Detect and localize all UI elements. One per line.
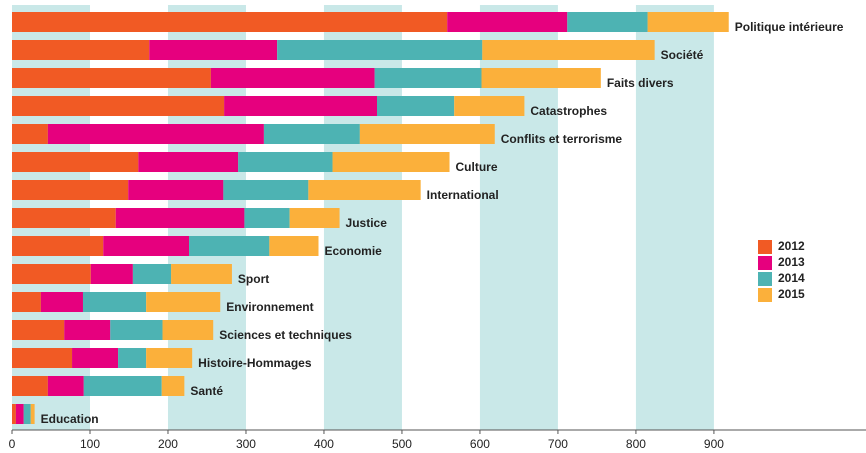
bar-segment (128, 180, 224, 200)
bar-segment (82, 292, 147, 312)
bar-segment (12, 404, 16, 424)
bar-segment (115, 208, 245, 228)
bar-segment (359, 124, 495, 144)
bar-segment (12, 320, 65, 340)
bar-segment (12, 376, 48, 396)
bar-segment (40, 292, 83, 312)
bar-segment (647, 12, 729, 32)
bar-segment (103, 236, 190, 256)
bar-segment (12, 68, 211, 88)
bar-segment (47, 376, 84, 396)
bar-segment (263, 124, 360, 144)
x-tick-label: 100 (80, 437, 100, 451)
legend-label: 2014 (778, 271, 805, 285)
bar-segment (12, 236, 104, 256)
bar-segment (30, 404, 35, 424)
x-tick-label: 300 (236, 437, 256, 451)
bar-segment (269, 236, 319, 256)
category-label: Politique intérieure (735, 20, 844, 34)
legend-label: 2012 (778, 239, 805, 253)
bar-segment (238, 152, 333, 172)
category-label: Catastrophes (530, 104, 607, 118)
x-tick-label: 0 (9, 437, 16, 451)
bar-segment (162, 320, 214, 340)
bar-segment (332, 152, 450, 172)
bar-segment (374, 68, 482, 88)
bar-segment (47, 124, 264, 144)
bar-segment (23, 404, 31, 424)
bar-segment (12, 40, 150, 60)
category-label: International (427, 188, 499, 202)
bar-segment (223, 180, 309, 200)
bar-segment (277, 40, 483, 60)
bar-segment (289, 208, 340, 228)
bar-segment (149, 40, 278, 60)
category-label: Economie (325, 244, 383, 258)
bar-segment (447, 12, 568, 32)
bar-segment (146, 348, 193, 368)
x-tick-label: 900 (704, 437, 724, 451)
bar-segment (110, 320, 163, 340)
legend-swatch (758, 288, 772, 302)
bar-segment (567, 12, 648, 32)
x-tick-label: 700 (548, 437, 568, 451)
category-label: Sport (238, 272, 269, 286)
legend-label: 2015 (778, 287, 805, 301)
bar-segment (72, 348, 119, 368)
category-label: Education (41, 412, 99, 426)
bar-segment (376, 96, 455, 116)
bar-segment (210, 68, 375, 88)
legend-swatch (758, 256, 772, 270)
bar-segment (83, 376, 162, 396)
x-tick-label: 400 (314, 437, 334, 451)
bar-segment (138, 152, 239, 172)
category-label: Conflits et terrorisme (501, 132, 623, 146)
category-label: Société (661, 48, 704, 62)
bar-segment (132, 264, 172, 284)
bar-segment (146, 292, 221, 312)
category-label: Histoire-Hommages (198, 356, 312, 370)
band (635, 5, 714, 430)
category-label: Environnement (226, 300, 313, 314)
bar-segment (118, 348, 147, 368)
bar-segment (171, 264, 232, 284)
bar-segment (161, 376, 185, 396)
category-label: Faits divers (607, 76, 674, 90)
bar-segment (12, 292, 41, 312)
bar-segment (12, 208, 116, 228)
category-label: Culture (456, 160, 498, 174)
bar-segment (15, 404, 24, 424)
bar-segment (481, 68, 601, 88)
category-label: Sciences et techniques (219, 328, 352, 342)
legend-swatch (758, 240, 772, 254)
bar-segment (12, 96, 225, 116)
bar-segment (12, 180, 129, 200)
category-label: Santé (190, 384, 223, 398)
category-label: Justice (346, 216, 388, 230)
legend-label: 2013 (778, 255, 805, 269)
bar-segment (12, 264, 91, 284)
bar-segment (189, 236, 270, 256)
x-tick-label: 800 (626, 437, 646, 451)
x-tick-label: 500 (392, 437, 412, 451)
bar-segment (90, 264, 133, 284)
bar-segment (12, 124, 48, 144)
bar-segment (12, 12, 448, 32)
bar-segment (244, 208, 290, 228)
bar-segment (308, 180, 421, 200)
legend-swatch (758, 272, 772, 286)
bar-segment (12, 348, 73, 368)
x-tick-label: 600 (470, 437, 490, 451)
bar-segment (12, 152, 139, 172)
bar-segment (64, 320, 111, 340)
bar-segment (224, 96, 377, 116)
bar-segment (454, 96, 525, 116)
bar-segment (482, 40, 655, 60)
x-tick-label: 200 (158, 437, 178, 451)
